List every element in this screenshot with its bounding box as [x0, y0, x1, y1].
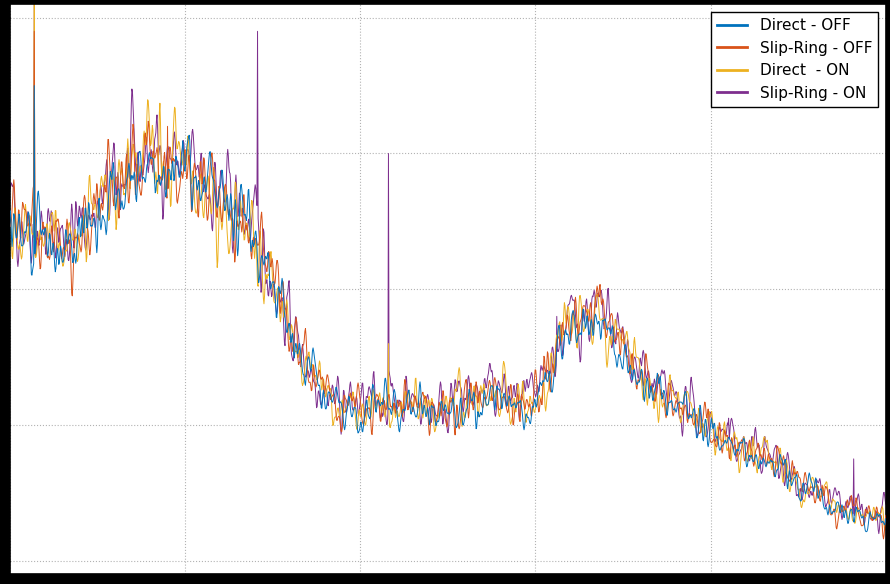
Direct - OFF — [109, 163, 119, 170]
Direct  - ON — [410, 374, 421, 381]
Legend: Direct - OFF, Slip-Ring - OFF, Direct  - ON, Slip-Ring - ON: Direct - OFF, Slip-Ring - OFF, Direct - … — [711, 12, 878, 107]
Direct - OFF — [73, 224, 84, 231]
Slip-Ring - OFF — [376, 405, 387, 412]
Slip-Ring - OFF — [73, 232, 84, 239]
Slip-Ring - ON — [410, 397, 421, 404]
Slip-Ring - ON — [109, 140, 119, 147]
Slip-Ring - ON — [73, 220, 84, 227]
Slip-Ring - OFF — [395, 398, 406, 405]
Direct - OFF — [880, 515, 890, 522]
Slip-Ring - OFF — [410, 396, 421, 403]
Direct - OFF — [395, 423, 406, 430]
Line: Direct  - ON: Direct - ON — [10, 0, 886, 530]
Slip-Ring - ON — [880, 500, 890, 507]
Direct  - ON — [504, 404, 514, 411]
Slip-Ring - ON — [29, 1, 40, 8]
Slip-Ring - ON — [873, 530, 884, 537]
Direct  - ON — [376, 405, 387, 412]
Direct  - ON — [4, 208, 15, 215]
Slip-Ring - OFF — [504, 401, 514, 408]
Direct  - ON — [879, 527, 890, 534]
Slip-Ring - ON — [395, 398, 406, 405]
Slip-Ring - OFF — [4, 220, 15, 227]
Slip-Ring - ON — [4, 187, 15, 194]
Slip-Ring - ON — [376, 409, 387, 416]
Line: Direct - OFF: Direct - OFF — [10, 86, 886, 531]
Direct - OFF — [504, 392, 514, 399]
Slip-Ring - OFF — [880, 512, 890, 519]
Direct - OFF — [29, 82, 40, 89]
Direct  - ON — [880, 522, 890, 529]
Direct  - ON — [109, 178, 119, 185]
Direct - OFF — [862, 528, 872, 535]
Line: Slip-Ring - ON: Slip-Ring - ON — [10, 4, 886, 534]
Slip-Ring - OFF — [878, 536, 889, 543]
Line: Slip-Ring - OFF: Slip-Ring - OFF — [10, 32, 886, 539]
Direct - OFF — [4, 208, 15, 215]
Direct  - ON — [395, 408, 406, 415]
Direct - OFF — [376, 399, 387, 406]
Direct - OFF — [410, 413, 421, 420]
Slip-Ring - ON — [504, 383, 514, 390]
Slip-Ring - OFF — [29, 28, 40, 35]
Direct  - ON — [73, 255, 84, 262]
Slip-Ring - OFF — [109, 202, 119, 209]
